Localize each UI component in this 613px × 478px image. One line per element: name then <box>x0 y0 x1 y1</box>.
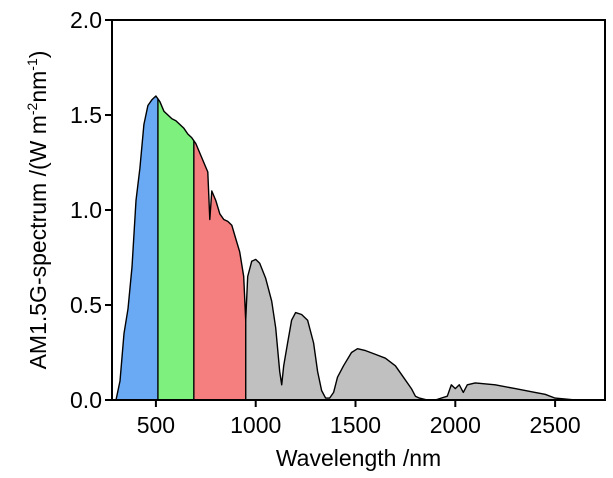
band-dividers <box>157 98 247 400</box>
y-axis-title-prefix: AM1.5G-spectrum /(W m <box>25 115 51 369</box>
band-fill-4 <box>245 259 576 400</box>
y-tick-label: 1.0 <box>70 197 102 223</box>
y-tick-label: 1.5 <box>70 102 102 128</box>
x-tick-label: 2000 <box>430 412 481 438</box>
x-tick-label: 1500 <box>330 412 381 438</box>
y-axis-title-suffix: ) <box>25 51 51 59</box>
y-tick-label: 2.0 <box>70 7 102 33</box>
y-axis-title-sup1: -2 <box>24 102 40 115</box>
x-tick-label: 1000 <box>230 412 281 438</box>
band-fills <box>112 96 576 401</box>
band-fill-1 <box>112 96 158 400</box>
y-axis-title-sup2: -1 <box>24 58 40 71</box>
x-tick-label: 2500 <box>530 412 581 438</box>
x-axis-title: Wavelength /nm <box>276 445 441 471</box>
band-fill-3 <box>193 140 246 400</box>
x-axis-ticks: 500 1000 1500 2000 2500 <box>137 400 581 438</box>
y-axis-title: AM1.5G-spectrum /(W m-2nm-1) <box>24 51 51 370</box>
y-tick-label: 0.5 <box>70 292 102 318</box>
band-fill-2 <box>157 98 194 401</box>
y-axis-title-mid: nm <box>25 71 51 103</box>
x-tick-label: 500 <box>137 412 175 438</box>
y-axis-ticks: 0.0 0.5 1.0 1.5 2.0 <box>70 7 112 413</box>
y-tick-label: 0.0 <box>70 387 102 413</box>
